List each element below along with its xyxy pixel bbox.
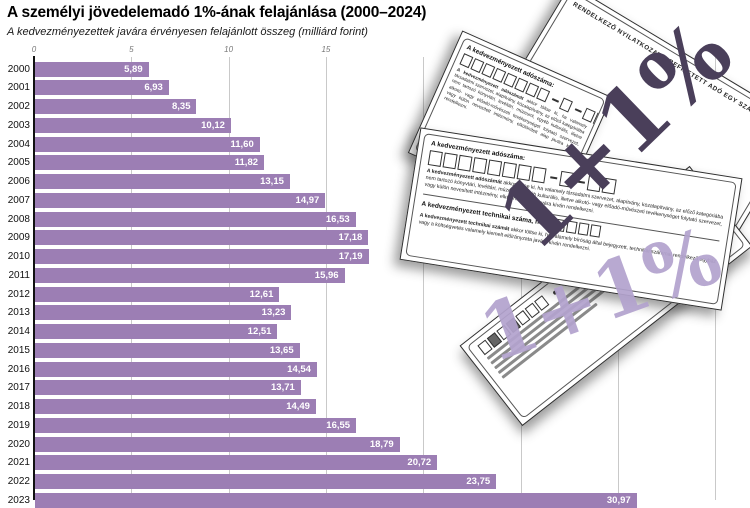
bar-2022: 23,75	[35, 474, 497, 489]
gridline	[520, 57, 522, 500]
bar-2002: 8,35	[35, 99, 197, 114]
bar-2013: 13,23	[35, 305, 292, 321]
gridline	[715, 57, 717, 500]
bar-2010: 17,19	[35, 249, 369, 264]
bar-2009: 17,18	[35, 230, 369, 246]
bar-2011: 15,96	[35, 267, 345, 283]
bar-2000: 5,89	[35, 61, 149, 77]
year-label: 2016	[7, 363, 30, 375]
bar-value-label: 13,15	[260, 176, 284, 187]
x-tick-label: 5	[129, 45, 134, 54]
bar-value-label: 18,79	[369, 438, 394, 450]
bar-2003: 10,12	[35, 117, 231, 133]
bar-value-label: 15,96	[314, 269, 339, 281]
bar-2004: 11,60	[35, 136, 260, 152]
bar-value-label: 13,23	[261, 307, 286, 319]
year-label: 2001	[7, 82, 30, 94]
bar-2017: 13,71	[35, 380, 301, 396]
year-label: 2006	[7, 176, 30, 187]
bar-value-label: 12,61	[249, 288, 274, 300]
year-label: 2007	[7, 194, 30, 206]
x-tick-label: 10	[224, 45, 234, 54]
bar-2020: 18,79	[35, 436, 400, 452]
year-label: 2013	[7, 307, 30, 319]
bar-value-label: 12,51	[247, 326, 272, 337]
year-label: 2008	[7, 213, 30, 225]
bar-value-label: 17,18	[338, 232, 363, 244]
bar-2008: 16,53	[35, 211, 356, 227]
bar-value-label: 14,97	[295, 194, 320, 206]
year-label: 2012	[7, 288, 30, 300]
bar-2016: 14,54	[35, 361, 317, 377]
bar-value-label: 30,97	[606, 494, 631, 506]
page-title: A személyi jövedelemadó 1%-ának felajánl…	[7, 4, 427, 21]
x-tick-label: 0	[31, 45, 37, 54]
bar-2018: 14,49	[35, 399, 316, 414]
year-label: 2011	[8, 269, 30, 281]
year-label: 2019	[7, 419, 30, 431]
y-axis-line	[33, 56, 35, 500]
bar-2006: 13,15	[35, 174, 290, 189]
bar-value-label: 16,55	[326, 419, 351, 431]
bar-value-label: 5,89	[124, 63, 143, 75]
year-label: 2010	[7, 251, 30, 262]
year-label: 2017	[7, 382, 30, 394]
gridline	[617, 57, 619, 500]
bar-value-label: 11,60	[230, 138, 254, 150]
year-label: 2014	[7, 326, 30, 337]
bar-2007: 14,97	[35, 192, 326, 208]
year-label: 2004	[7, 138, 30, 150]
bar-value-label: 17,19	[338, 251, 363, 262]
bar-2014: 12,51	[35, 324, 278, 339]
bar-value-label: 14,54	[287, 363, 311, 375]
bar-value-label: 14,49	[286, 401, 310, 412]
year-label: 2022	[7, 476, 30, 487]
bar-value-label: 11,82	[234, 157, 259, 169]
bar-value-label: 6,93	[144, 82, 163, 94]
bar-value-label: 8,35	[171, 101, 191, 112]
bar-value-label: 23,75	[466, 476, 491, 487]
year-label: 2018	[7, 401, 30, 412]
bar-value-label: 16,53	[325, 213, 350, 225]
year-label: 2023	[7, 494, 30, 506]
bar-2005: 11,82	[35, 155, 265, 171]
year-label: 2015	[7, 344, 30, 356]
bar-2021: 20,72	[35, 455, 438, 471]
bar-2012: 12,61	[35, 286, 280, 302]
bar-2015: 13,65	[35, 342, 300, 358]
year-label: 2002	[7, 101, 30, 112]
bar-value-label: 10,12	[201, 119, 225, 131]
gridline	[423, 57, 425, 500]
year-label: 2005	[7, 157, 30, 169]
bar-value-label: 13,71	[271, 382, 295, 394]
chart-header: A személyi jövedelemadó 1%-ának felajánl…	[7, 4, 426, 38]
year-label: 2003	[7, 119, 30, 131]
bar-2023: 30,97	[35, 492, 637, 508]
bar-value-label: 20,72	[407, 457, 432, 469]
bar-2001: 6,93	[35, 80, 169, 96]
year-label: 2009	[7, 232, 30, 244]
bar-2019: 16,55	[35, 417, 357, 433]
year-label: 2021	[7, 457, 30, 469]
year-label: 2020	[7, 438, 30, 450]
x-tick-label: 15	[321, 45, 331, 54]
page-subtitle: A kedvezményezettek javára érvényesen fe…	[7, 26, 368, 38]
bar-value-label: 13,65	[269, 344, 294, 356]
year-label: 2000	[7, 63, 30, 75]
